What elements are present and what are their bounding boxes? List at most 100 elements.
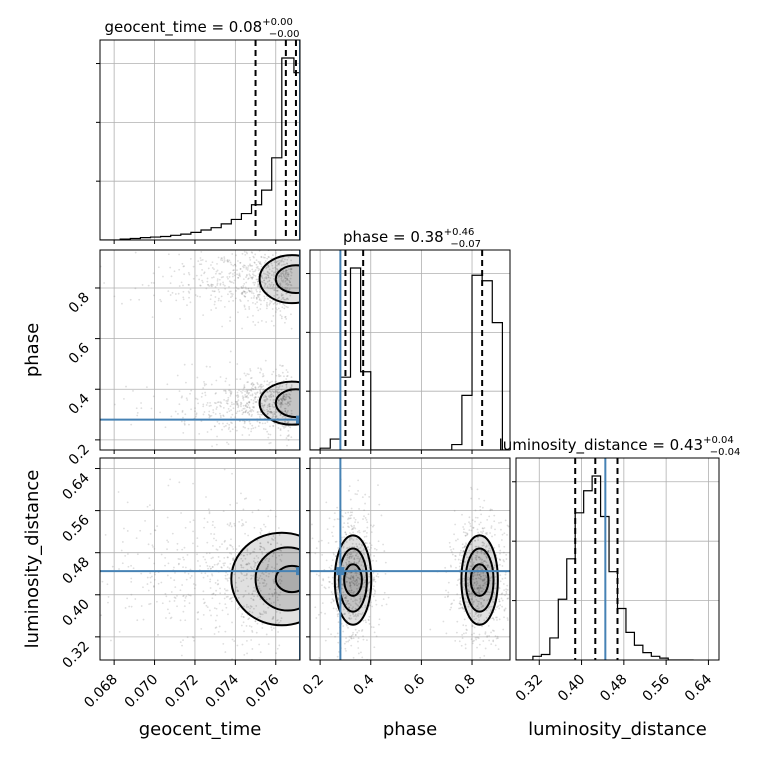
sample-point: [463, 545, 466, 548]
sample-point: [464, 523, 466, 525]
sample-point: [284, 277, 287, 280]
sample-point: [500, 539, 503, 541]
sample-point: [219, 412, 221, 415]
sample-point: [275, 622, 277, 625]
sample-point: [240, 624, 243, 627]
sample-point: [242, 266, 245, 269]
sample-point: [243, 605, 245, 608]
sample-point: [330, 601, 333, 604]
sample-point: [193, 587, 196, 590]
sample-point: [179, 558, 181, 561]
sample-point: [240, 235, 242, 237]
sample-point: [259, 615, 262, 618]
sample-point: [487, 549, 490, 552]
sample-point: [248, 391, 251, 394]
sample-point: [353, 561, 356, 564]
sample-point: [266, 285, 269, 288]
sample-point: [349, 604, 352, 607]
sample-point: [487, 550, 489, 553]
sample-point: [266, 406, 269, 409]
sample-point: [264, 282, 267, 285]
sample-point: [341, 668, 343, 670]
sample-point: [469, 565, 472, 567]
sample-point: [284, 270, 287, 273]
sample-point: [483, 552, 486, 555]
sample-point: [255, 296, 258, 299]
sample-point: [231, 557, 234, 560]
sample-point: [473, 618, 476, 621]
sample-point: [263, 396, 265, 399]
sample-point: [209, 401, 211, 404]
sample-point: [212, 520, 214, 523]
sample-point: [267, 560, 270, 563]
sample-point: [130, 423, 133, 426]
sample-point: [284, 399, 287, 401]
sample-point: [265, 321, 268, 323]
sample-point: [487, 550, 490, 553]
sample-point: [247, 393, 250, 395]
sample-point: [480, 606, 483, 608]
sample-point: [370, 524, 372, 527]
sample-point: [250, 415, 253, 418]
panel-frame: [515, 457, 720, 661]
sample-point: [357, 521, 359, 524]
sample-point: [194, 407, 196, 410]
sample-point: [160, 300, 163, 303]
sample-point: [152, 508, 154, 511]
sample-point: [352, 582, 355, 585]
sample-point: [357, 547, 360, 550]
sample-point: [349, 553, 352, 556]
sample-point: [214, 619, 217, 622]
sample-point: [285, 378, 288, 380]
sample-point: [265, 399, 268, 401]
sample-point: [284, 272, 287, 275]
sample-point: [211, 267, 214, 269]
sample-point: [255, 298, 258, 300]
sample-point: [237, 229, 239, 231]
sample-point: [270, 283, 272, 286]
sample-point: [278, 274, 281, 277]
sample-point: [359, 557, 362, 560]
sample-point: [242, 407, 245, 410]
sample-point: [245, 497, 248, 500]
sample-point: [224, 389, 227, 392]
sample-point: [170, 275, 173, 278]
sample-point: [243, 574, 246, 577]
sample-point: [217, 630, 220, 633]
sample-point: [220, 566, 223, 569]
sample-point: [290, 384, 293, 386]
sample-point: [228, 384, 231, 386]
sample-point: [285, 395, 288, 398]
sample-point: [266, 280, 269, 283]
sample-point: [252, 383, 255, 386]
sample-point: [355, 603, 358, 606]
sample-point: [272, 324, 275, 327]
sample-point: [267, 265, 270, 268]
sample-point: [215, 379, 218, 382]
sample-point: [478, 574, 481, 576]
sample-point: [279, 558, 282, 561]
sample-point: [284, 269, 287, 272]
y-tick-label: 0.64: [59, 470, 92, 503]
sample-point: [483, 527, 486, 529]
sample-point: [249, 389, 252, 392]
sample-point: [258, 577, 261, 580]
sample-point: [470, 529, 473, 532]
sample-point: [232, 269, 235, 272]
sample-point: [253, 550, 256, 553]
sample-point: [351, 555, 353, 558]
sample-point: [271, 566, 273, 569]
sample-point: [213, 303, 216, 306]
sample-point: [259, 531, 262, 534]
sample-point: [238, 410, 241, 412]
sample-point: [463, 618, 466, 621]
sample-point: [227, 613, 229, 616]
sample-point: [498, 607, 501, 610]
sample-point: [488, 544, 491, 547]
contour-line: [460, 534, 499, 626]
sample-point: [485, 544, 488, 547]
sample-point: [250, 383, 253, 386]
sample-point: [357, 640, 359, 643]
sample-point: [348, 577, 351, 580]
sample-point: [238, 545, 241, 547]
